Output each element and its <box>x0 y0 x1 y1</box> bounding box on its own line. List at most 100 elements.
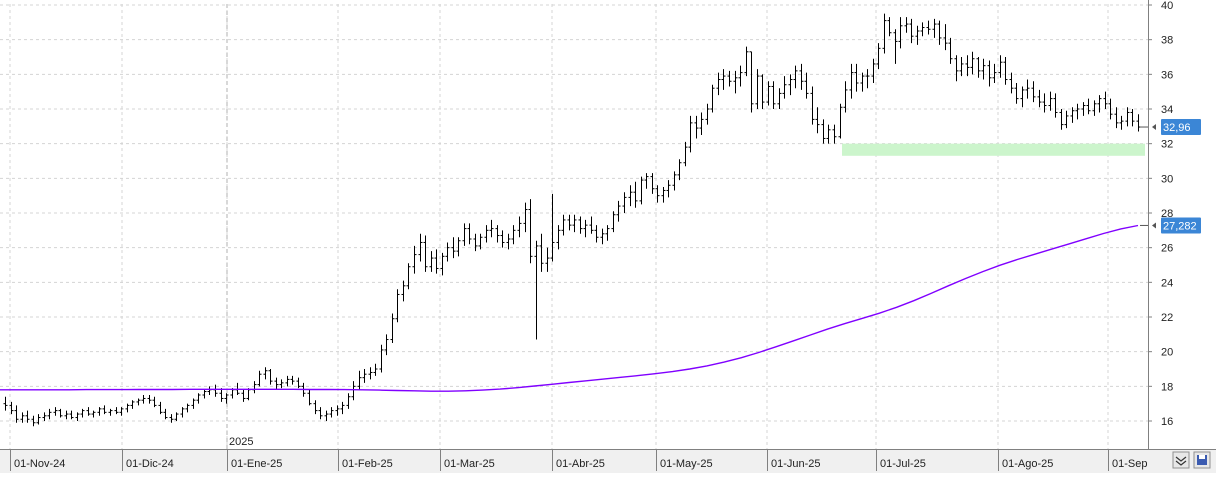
ohlc-bar <box>340 401 345 415</box>
ohlc-bar <box>1009 72 1014 94</box>
ohlc-bar <box>528 199 533 264</box>
save-button[interactable] <box>1193 451 1211 469</box>
x-tick-label: 01-Feb-25 <box>342 458 393 470</box>
x-tick-label: 01-Sep <box>1112 458 1147 470</box>
ohlc-bar <box>1086 98 1091 115</box>
ohlc-bar <box>920 22 925 37</box>
ohlc-bar <box>196 393 201 404</box>
ohlc-bar <box>368 367 373 380</box>
ohlc-bar <box>1103 91 1108 109</box>
ohlc-bar <box>661 187 666 203</box>
ohlc-bar <box>42 412 47 421</box>
y-tick-label: 30 <box>1161 173 1173 185</box>
ohlc-bar <box>727 70 732 87</box>
ohlc-bar <box>755 69 760 109</box>
ohlc-bar <box>445 242 450 262</box>
ohlc-bar <box>556 225 561 250</box>
corner-buttons[interactable] <box>1172 451 1211 469</box>
ohlc-bar <box>180 407 185 418</box>
ohlc-bar <box>616 200 621 222</box>
zoom-icon[interactable] <box>1172 451 1190 469</box>
ohlc-bar <box>511 225 516 245</box>
ohlc-bar <box>147 395 152 404</box>
ohlc-bar <box>296 377 301 389</box>
ohlc-bar <box>666 180 671 198</box>
ohlc-bar <box>379 344 384 373</box>
ohlc-bar <box>677 159 682 181</box>
ohlc-bar <box>810 86 815 125</box>
ohlc-bar <box>738 65 743 87</box>
ohlc-bar <box>1037 89 1042 108</box>
ma-value-badge-arrow <box>1152 222 1156 229</box>
ohlc-bar <box>987 60 992 87</box>
ohlc-bar <box>384 334 389 356</box>
ohlc-bar <box>517 216 522 238</box>
last-price-badge-text: 32,96 <box>1163 122 1191 134</box>
ohlc-bar <box>158 401 163 415</box>
ohlc-bar <box>1053 93 1058 118</box>
ohlc-bar <box>694 115 699 139</box>
ohlc-bar <box>865 69 870 89</box>
ohlc-bar <box>567 214 572 231</box>
ohlc-bar <box>932 18 937 38</box>
ohlc-bar <box>219 388 224 402</box>
ohlc-bar <box>882 13 887 54</box>
ohlc-bar <box>561 214 566 236</box>
ohlc-bar <box>688 115 693 153</box>
ohlc-bar <box>1031 81 1036 103</box>
zoom-button[interactable] <box>1172 451 1190 469</box>
ohlc-bar <box>25 410 30 423</box>
ohlc-bar <box>876 43 881 70</box>
x-tick-label: 01-May-25 <box>660 458 713 470</box>
ohlc-bar <box>594 225 599 243</box>
ohlc-bar <box>290 375 295 385</box>
ohlc-bar <box>31 415 36 427</box>
ohlc-bar <box>373 363 378 376</box>
ohlc-bar <box>3 396 8 411</box>
ohlc-bar <box>69 410 74 420</box>
ohlc-bar <box>1064 110 1069 129</box>
ohlc-bar <box>550 193 555 262</box>
ohlc-bar <box>274 377 279 390</box>
x-tick-label: 01-Abr-25 <box>556 458 605 470</box>
ohlc-bar <box>683 141 688 167</box>
ohlc-bar <box>423 235 428 272</box>
ohlc-bar <box>1075 103 1080 120</box>
x-tick-label: 01-Mar-25 <box>444 458 495 470</box>
ohlc-bar <box>241 389 246 402</box>
ohlc-bar <box>860 72 865 92</box>
ohlc-bar <box>672 171 677 191</box>
y-tick-label: 36 <box>1161 69 1173 81</box>
ohlc-bar <box>362 369 367 383</box>
ohlc-bar <box>777 88 782 109</box>
ohlc-bar <box>324 410 329 421</box>
ohlc-bar <box>1097 95 1102 113</box>
moving-average-line <box>0 224 1139 392</box>
year-marker-label: 2025 <box>229 436 253 448</box>
ohlc-bar <box>655 185 660 203</box>
ohlc-bar <box>467 223 472 245</box>
ohlc-bar <box>788 74 793 96</box>
ohlc-bar <box>495 225 500 243</box>
ohlc-bar <box>965 55 970 77</box>
ohlc-bar <box>539 233 544 272</box>
ohlc-bar <box>1020 86 1025 108</box>
ohlc-bar <box>58 408 63 418</box>
ohlc-bar <box>799 63 804 90</box>
ohlc-bar <box>263 367 268 380</box>
ohlc-bar <box>760 74 765 109</box>
ohlc-bar <box>53 407 58 416</box>
ohlc-bar <box>313 400 318 415</box>
ohlc-bar <box>285 375 290 387</box>
ohlc-bar <box>766 81 771 106</box>
x-tick-label: 01-Jun-25 <box>771 458 821 470</box>
x-tick-label: 01-Ago-25 <box>1002 458 1053 470</box>
ohlc-bar <box>832 124 837 144</box>
ohlc-bar <box>705 103 710 125</box>
ohlc-bar <box>335 405 340 416</box>
ohlc-bar <box>854 63 859 92</box>
ohlc-bar <box>948 37 953 64</box>
